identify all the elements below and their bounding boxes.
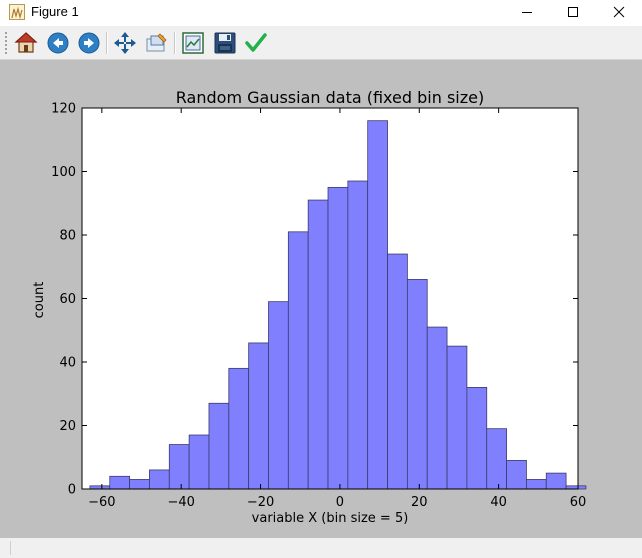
home-icon [14,32,38,53]
close-button[interactable] [596,0,642,24]
histogram-bar [208,402,230,490]
toolbar-grip[interactable] [4,31,8,55]
minimize-button[interactable] [504,0,550,24]
y-tick-label: 0 [68,483,76,498]
axis-ticks: −60 −40 −20 0 20 40 60 0 20 40 60 80 100 120 [51,102,586,511]
histogram-bar [466,386,488,490]
zoom-button[interactable] [143,29,171,57]
histogram-bar [327,186,349,490]
pan-button[interactable] [111,29,139,57]
histogram-bar [109,475,131,490]
toolbar-separator [174,32,176,54]
window-title: Figure 1 [31,4,79,19]
chart-title: Random Gaussian data (fixed bin size) [176,88,484,107]
configure-subplots-icon [182,32,204,54]
histogram-bar [268,301,289,490]
histogram-bar [248,342,269,490]
histogram-bar [387,253,408,490]
pan-move-icon [114,32,136,54]
status-bar [0,538,642,558]
histogram-bars [89,120,587,490]
histogram-bar [406,279,428,490]
subplots-button[interactable] [179,29,207,57]
zoom-rect-icon [146,33,167,52]
histogram-bar [307,199,329,490]
histogram-bar [545,472,567,490]
x-tick-label: −60 [88,495,115,510]
histogram-chart: Random Gaussian data (fixed bin size) −6… [32,88,587,526]
figure-canvas[interactable]: Random Gaussian data (fixed bin size) −6… [0,60,642,538]
home-button[interactable] [12,29,40,57]
histogram-bar [347,180,369,490]
histogram-bar [228,367,250,490]
x-tick-label: 20 [411,495,428,510]
histogram-bar [129,479,150,490]
forward-button[interactable] [75,29,103,57]
toolbar-separator [106,32,108,54]
edit-parameters-button[interactable] [242,29,270,57]
floppy-disk-icon [214,32,236,54]
y-tick-label: 60 [59,292,76,307]
window-titlebar: Figure 1 [0,0,642,26]
histogram-bar [426,326,448,490]
y-tick-label: 80 [59,229,76,244]
back-arrow-icon [47,32,69,54]
histogram-bar [149,469,170,490]
status-message-area [10,541,631,555]
y-tick-label: 100 [51,165,76,180]
x-tick-label: −20 [247,495,274,510]
x-tick-label: 60 [570,495,587,510]
maximize-button[interactable] [550,0,596,24]
back-button[interactable] [44,29,72,57]
save-button[interactable] [211,29,239,57]
forward-arrow-icon [78,32,100,54]
y-tick-label: 20 [59,419,76,434]
x-tick-label: −40 [167,495,194,510]
figure-app-icon [9,4,25,20]
histogram-bar [446,345,468,490]
y-tick-label: 120 [51,102,76,117]
histogram-bar [168,444,190,490]
maximize-icon [568,7,578,17]
histogram-bar [506,460,527,490]
histogram-bar [486,428,507,490]
minimize-icon [522,12,532,13]
histogram-bar [367,120,388,490]
x-tick-label: 0 [336,495,344,510]
y-axis-label: count [32,282,47,319]
axes-frame [81,107,579,490]
histogram-bar [188,434,210,490]
y-tick-label: 40 [59,356,76,371]
close-icon [613,6,625,18]
navigation-toolbar [0,26,642,60]
histogram-bar [526,479,547,490]
histogram-bar [287,231,309,490]
checkmark-icon [245,33,267,52]
x-tick-label: 40 [490,495,507,510]
x-axis-label: variable X (bin size = 5) [252,511,409,526]
